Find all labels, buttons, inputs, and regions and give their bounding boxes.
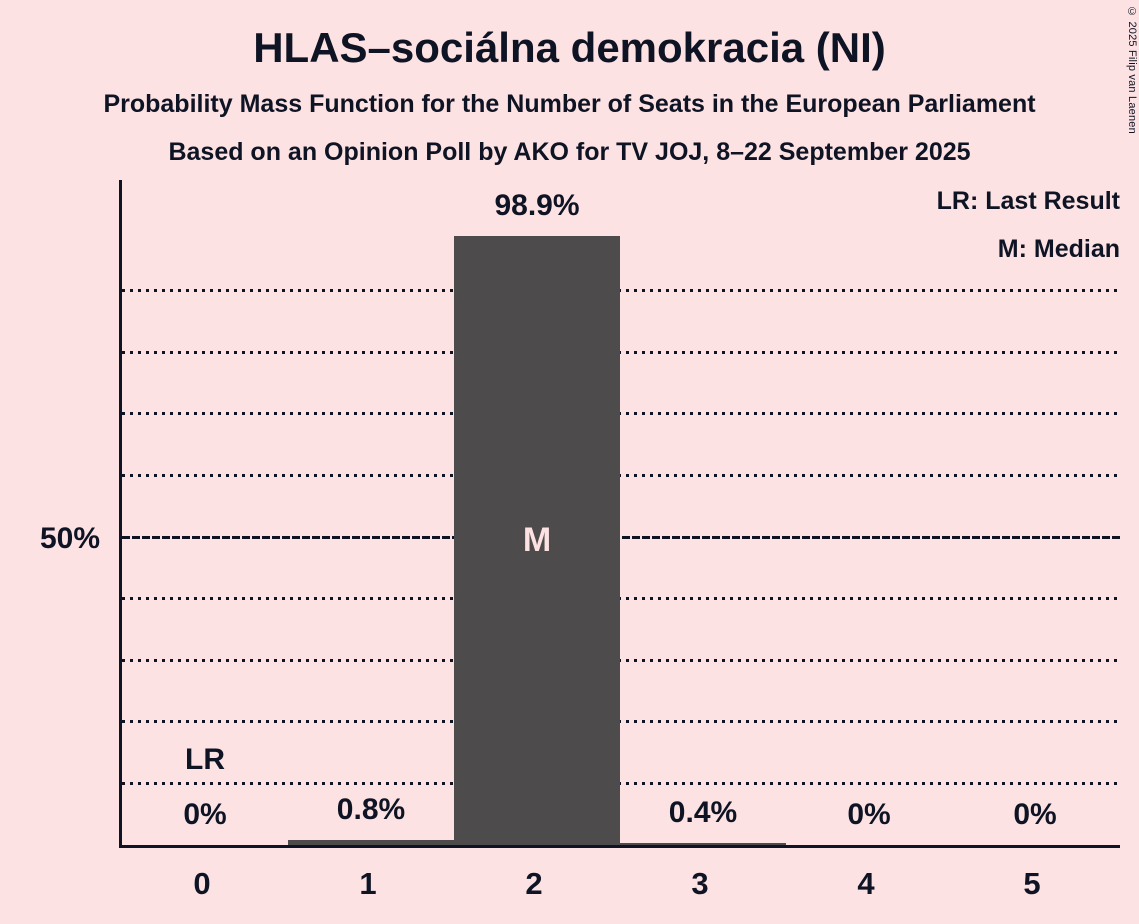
gridline-50-dashed <box>122 535 1120 539</box>
gridline-10 <box>122 781 1120 785</box>
chart-title: HLAS–sociálna demokracia (NI) <box>253 24 886 71</box>
column-seat-5: 0% <box>952 180 1118 845</box>
legend-median: M: Median <box>997 235 1120 263</box>
column-seat-1: 0.8% <box>288 180 454 845</box>
x-tick-5: 5 <box>1023 866 1041 901</box>
column-seat-4: 0% <box>786 180 952 845</box>
gridline-90 <box>122 289 1120 293</box>
x-tick-0: 0 <box>193 866 211 901</box>
bar-seat-1 <box>288 840 454 845</box>
value-label-seat-1: 0.8% <box>336 793 406 827</box>
gridline-40 <box>122 597 1120 601</box>
plot-area: LR 0% 0.8% M 98.9% 0.4% 0% 0% <box>119 180 1120 848</box>
copyright-notice: © 2025 Filip van Laenen <box>1126 6 1138 134</box>
value-label-seat-2: 98.9% <box>494 188 580 222</box>
chart-subtitle-poll: Based on an Opinion Poll by AKO for TV J… <box>168 138 971 166</box>
column-seat-0: LR 0% <box>122 180 288 845</box>
bar-seat-3 <box>620 842 786 845</box>
gridline-30 <box>122 658 1120 662</box>
column-seat-3: 0.4% <box>620 180 786 845</box>
legend: LR: Last Result M: Median <box>937 186 1120 264</box>
x-tick-2: 2 <box>525 866 543 901</box>
value-label-seat-0: 0% <box>183 798 227 831</box>
value-label-seat-4: 0% <box>847 798 891 831</box>
y-axis-tick-50: 50% <box>39 522 100 555</box>
gridline-80 <box>122 350 1120 354</box>
legend-last-result: LR: Last Result <box>936 187 1120 215</box>
last-result-marker: LR <box>185 743 225 776</box>
x-tick-1: 1 <box>359 866 377 901</box>
x-tick-3: 3 <box>691 866 709 901</box>
gridline-60 <box>122 474 1120 478</box>
column-seat-2: M 98.9% <box>454 180 620 845</box>
gridline-20 <box>122 720 1120 724</box>
chart-subtitle-function: Probability Mass Function for the Number… <box>103 90 1036 118</box>
value-label-seat-3: 0.4% <box>668 795 738 829</box>
bar-seat-2: M <box>454 235 620 845</box>
x-tick-4: 4 <box>857 866 875 901</box>
gridline-70 <box>122 412 1120 416</box>
value-label-seat-5: 0% <box>1013 798 1057 831</box>
median-marker: M <box>522 520 552 559</box>
